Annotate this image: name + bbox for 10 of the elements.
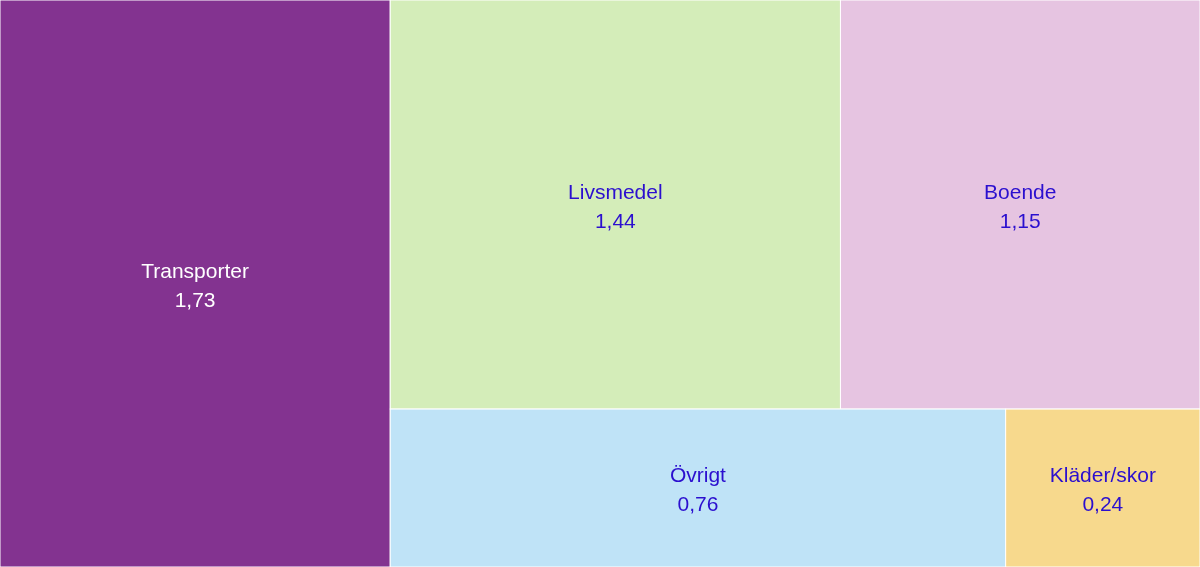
data-label: 1,73	[174, 287, 216, 311]
category-label: Kläder/skor	[1049, 463, 1156, 487]
data-label: 0,76	[677, 492, 719, 516]
category-label: Livsmedel	[568, 179, 663, 203]
data-label: 0,24	[1082, 492, 1124, 516]
category-label: Transporter	[141, 258, 249, 282]
category-label: Boende	[984, 179, 1057, 203]
category-label: Övrigt	[669, 463, 727, 487]
data-label: 1,44	[594, 208, 637, 232]
data-label: 1,15	[999, 208, 1041, 232]
